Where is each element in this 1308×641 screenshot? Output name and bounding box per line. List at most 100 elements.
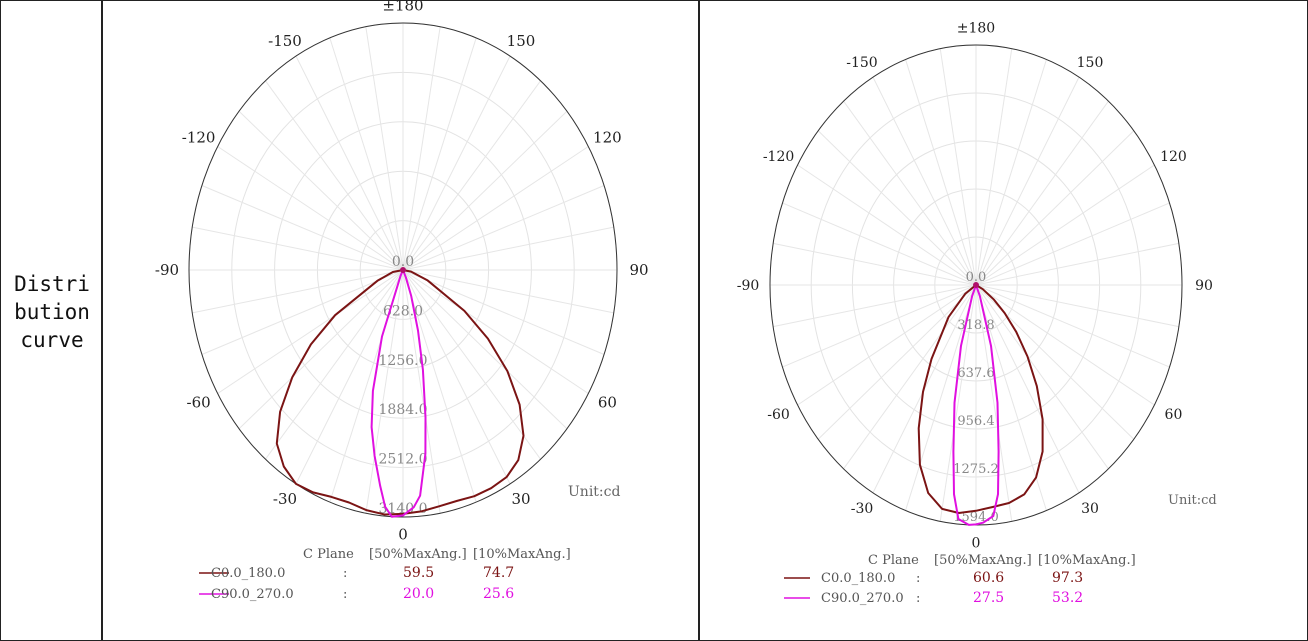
row-label-line: Distri (14, 272, 90, 296)
grid-spoke (402, 269, 589, 394)
center-dot (973, 282, 979, 288)
grid-spoke (201, 185, 404, 271)
radial-label: 637.6 (957, 366, 994, 381)
grid-spoke (975, 284, 1013, 522)
grid-spoke (975, 130, 1135, 286)
grid-spoke (365, 269, 404, 514)
grid-spoke (192, 269, 404, 314)
angle-label: 60 (1165, 407, 1183, 423)
grid-spoke (872, 76, 977, 286)
legend-value-50: 60.6 (973, 570, 1004, 586)
radial-label: 0.0 (966, 270, 987, 285)
series-curve-c90-270 (952, 284, 1000, 526)
grid-spoke (773, 284, 977, 328)
angle-label: -150 (846, 55, 877, 71)
grid-spoke (402, 80, 541, 271)
angle-label: -120 (763, 149, 794, 165)
radial-label: 2512.0 (379, 452, 428, 468)
legend-series-name: C0.0_180.0 (211, 566, 285, 581)
legend-series-name: C90.0_270.0 (821, 591, 904, 606)
grid-spoke (402, 269, 477, 503)
angle-label: -90 (155, 261, 179, 279)
grid-spoke (843, 100, 977, 286)
row-label: Distri bution curve (6, 270, 98, 354)
grid-spoke (843, 284, 977, 470)
grid-spoke (975, 284, 1170, 368)
row-label-line: bution (14, 300, 90, 324)
legend-separator: : (916, 591, 920, 606)
column-divider-1 (101, 0, 103, 641)
grid-spoke (817, 130, 977, 286)
outer-circle (188, 22, 618, 518)
grid-spoke (975, 76, 1080, 286)
polar-chart-1: ±1801501209060300-30-60-90-120-1500.0628… (155, 0, 649, 602)
radial-label: 0.0 (392, 254, 414, 270)
grid-spoke (905, 59, 977, 286)
legend-header-plane: C Plane (303, 547, 354, 562)
grid-spoke (797, 164, 977, 286)
legend-value-10: 53.2 (1052, 590, 1083, 606)
legend-value-50: 59.5 (403, 565, 434, 581)
grid-spoke (192, 226, 404, 271)
grid-spoke (975, 48, 1013, 286)
grid-spoke (975, 284, 1155, 406)
series-curve-c90-270 (370, 269, 427, 518)
grid-spoke (295, 55, 404, 271)
legend-value-10: 25.6 (483, 586, 514, 602)
grid-spoke (402, 269, 541, 460)
radial-label: 1256.0 (379, 353, 428, 369)
angle-label: 30 (511, 490, 530, 508)
grid-spoke (975, 164, 1155, 286)
legend: C Plane [50%MaxAng.] [10%MaxAng.] C0.0_180.… (784, 553, 1136, 606)
grid-spoke (975, 59, 1047, 286)
legend-header-10: [10%MaxAng.] (473, 547, 571, 562)
grid-spoke (402, 37, 477, 271)
polar-grid (188, 22, 618, 518)
grid-spoke (402, 269, 511, 485)
series-curve-c0-180 (275, 269, 525, 516)
grid-spoke (817, 284, 977, 440)
grid-spoke (975, 284, 1179, 328)
legend-separator: : (343, 566, 347, 581)
legend-value-10: 74.7 (483, 565, 514, 581)
row-label-line: curve (20, 328, 84, 352)
grid-spoke (402, 55, 511, 271)
angle-label: 0 (398, 526, 408, 544)
grid-spoke (217, 269, 404, 394)
angle-label: -60 (187, 393, 211, 411)
grid-spoke (402, 269, 614, 314)
grid-spoke (217, 146, 404, 271)
legend-header-plane: C Plane (868, 553, 919, 568)
legend-header-50: [50%MaxAng.] (934, 553, 1032, 568)
unit-label: Unit:cd (1168, 493, 1217, 508)
legend-separator: : (343, 587, 347, 602)
grid-spoke (265, 269, 404, 460)
grid-spoke (402, 26, 441, 271)
grid-spoke (402, 146, 589, 271)
series-curve-c0-180 (917, 284, 1044, 514)
grid-spoke (975, 284, 1109, 470)
grid-spoke (402, 226, 614, 271)
grid-spoke (939, 48, 977, 286)
angle-label: -30 (273, 490, 297, 508)
grid-spoke (975, 100, 1109, 286)
grid-spoke (402, 185, 605, 271)
grid-spoke (975, 284, 1047, 511)
legend-value-50: 27.5 (973, 590, 1004, 606)
legend-separator: : (916, 571, 920, 586)
angle-label: 60 (598, 393, 617, 411)
angle-label: -60 (767, 407, 790, 423)
polar-chart-2: ±180 150 120 90 60 30 0 -30 -60 -90 -120 -150 0.0 318… (737, 20, 1217, 606)
angle-label: 90 (629, 261, 648, 279)
grid-spoke (238, 110, 404, 271)
legend: C Plane [50%MaxAng.] [10%MaxAng.] C0.0_180.… (199, 547, 571, 602)
grid-spoke (402, 269, 441, 514)
grid-spoke (402, 269, 605, 355)
unit-label: Unit:cd (568, 484, 620, 500)
radial-label: 1884.0 (379, 402, 428, 418)
grid-spoke (905, 284, 977, 511)
legend-value-50: 20.0 (403, 586, 434, 602)
grid-spoke (797, 284, 977, 406)
angle-label: -30 (851, 501, 874, 517)
grid-spoke (365, 26, 404, 271)
